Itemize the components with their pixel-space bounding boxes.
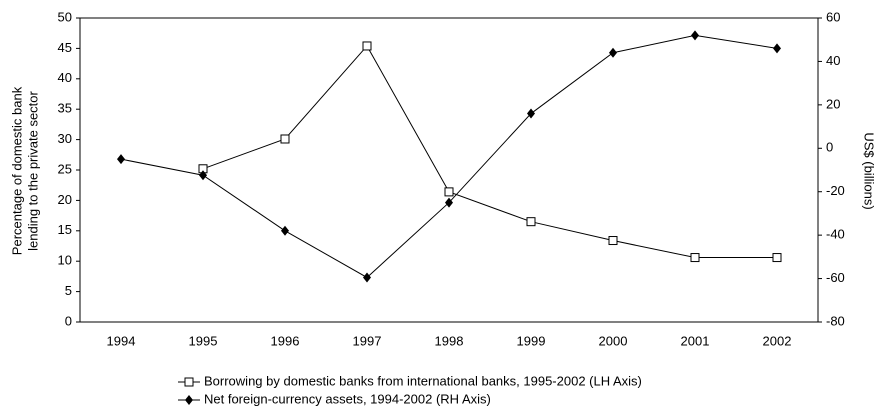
marker [608,236,618,246]
y2-axis-label: US$ (billions) [862,132,877,209]
marker [117,154,125,165]
x-tick-label: 1994 [107,333,136,348]
marker [773,43,781,54]
legend-label: Net foreign-currency assets, 1994-2002 (… [204,391,491,406]
y-tick-label: 35 [58,101,72,116]
y2-tick-label: -40 [826,227,845,242]
y-tick-label: 20 [58,192,72,207]
marker [772,253,782,263]
x-tick-label: 2000 [599,333,628,348]
y-tick-label: 50 [58,9,72,24]
y-tick-label: 30 [58,131,72,146]
y-tick-label: 0 [65,313,72,328]
legend-marker [184,377,194,387]
marker [527,108,535,119]
y-tick-label: 5 [65,283,72,298]
legend-label: Borrowing by domestic banks from interna… [204,373,642,388]
x-tick-label: 1998 [435,333,464,348]
x-tick-label: 1996 [271,333,300,348]
y2-tick-label: 20 [826,96,840,111]
marker [526,217,536,227]
series-line [120,34,778,279]
marker [690,253,700,263]
y2-tick-label: -80 [826,313,845,328]
y2-tick-label: 0 [826,140,833,155]
x-tick-label: 2001 [681,333,710,348]
x-tick-label: 1999 [517,333,546,348]
x-tick-label: 1997 [353,333,382,348]
y-tick-label: 40 [58,70,72,85]
marker [280,134,290,144]
y-tick-label: 45 [58,40,72,55]
marker [281,225,289,236]
marker [363,272,371,283]
y2-tick-label: -20 [826,183,845,198]
y-tick-label: 25 [58,161,72,176]
marker [691,30,699,41]
y-tick-label: 15 [58,222,72,237]
x-tick-label: 1995 [189,333,218,348]
marker [444,187,454,197]
marker [199,170,207,181]
y-tick-label: 10 [58,253,72,268]
y2-tick-label: 60 [826,9,840,24]
y2-tick-label: -60 [826,270,845,285]
marker [445,197,453,208]
marker [609,47,617,58]
x-tick-label: 2002 [763,333,792,348]
y-axis-label: Percentage of domestic bank [9,86,24,255]
plot-frame [79,17,819,323]
y-axis-label: lending to the private sector [25,90,40,250]
marker [362,41,372,51]
series-line [202,45,777,259]
y2-tick-label: 40 [826,53,840,68]
legend-marker [185,395,193,405]
